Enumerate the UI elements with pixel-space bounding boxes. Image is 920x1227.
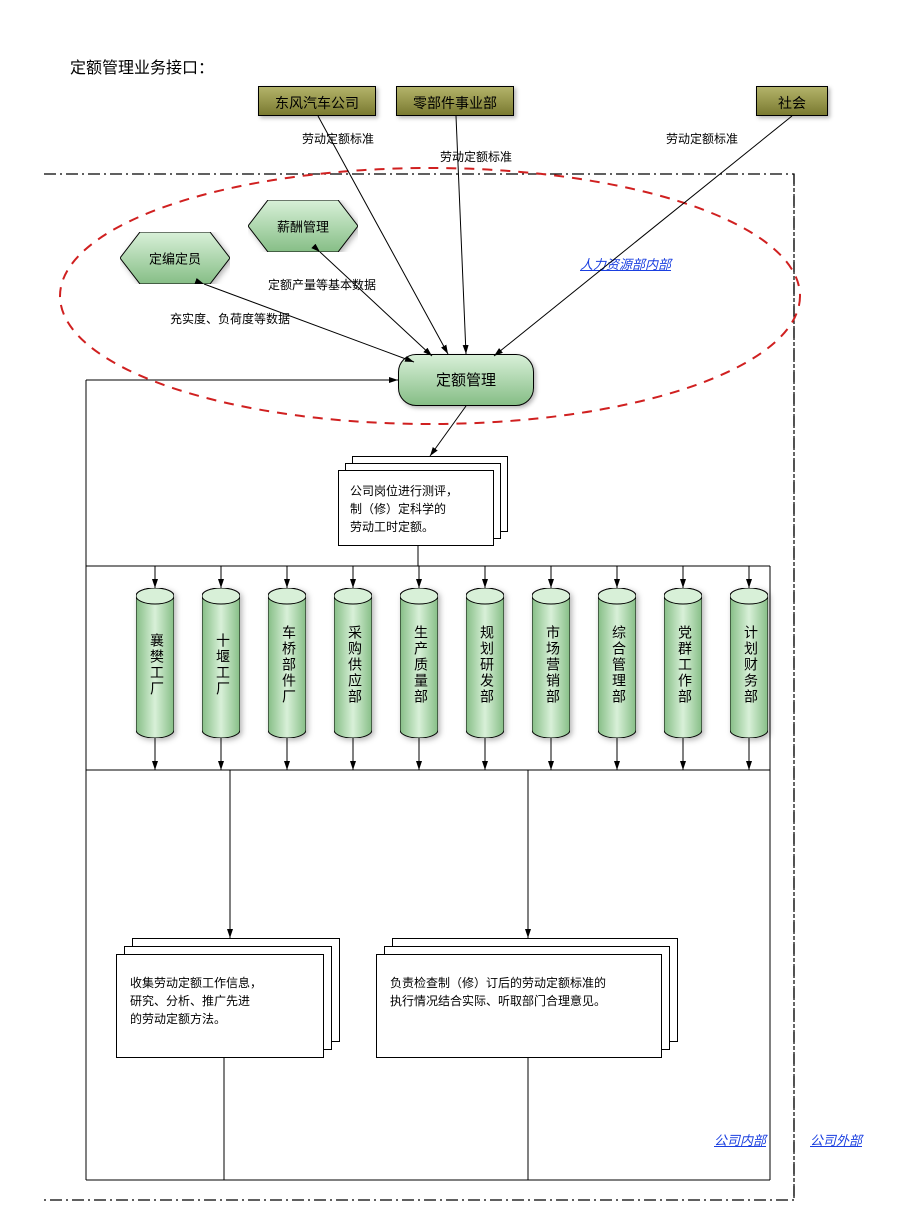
diagram-canvas: 定额管理业务接口： 东风汽车公司 零部件事业部 社会 定编定员 薪酬管理 定额管… xyxy=(0,0,920,1227)
department-label: 党群工作部 xyxy=(664,606,702,724)
doc-line: 研究、分析、推广先进 xyxy=(130,994,250,1008)
top-box-parts: 零部件事业部 xyxy=(396,86,514,116)
edge-label: 劳动定额标准 xyxy=(440,148,512,165)
department-label: 采购供应部 xyxy=(334,606,372,724)
department-label: 襄樊工厂 xyxy=(136,606,174,724)
hexagon-label: 薪酬管理 xyxy=(248,217,358,236)
hr-internal-label: 人力资源部内部 xyxy=(580,254,671,273)
department-label: 十堰工厂 xyxy=(202,606,240,724)
doc-line: 劳动工时定额。 xyxy=(350,520,434,534)
edge-label: 充实度、负荷度等数据 xyxy=(170,310,290,327)
top-box-dongfeng: 东风汽车公司 xyxy=(258,86,376,116)
edge-label: 定额产量等基本数据 xyxy=(268,276,376,293)
hexagon-label: 定编定员 xyxy=(120,249,230,268)
department-label: 车桥部件厂 xyxy=(268,606,306,724)
doc-line: 负责检查制（修）订后的劳动定额标准的 xyxy=(390,976,606,990)
department-label: 生产质量部 xyxy=(400,606,438,724)
department-box: 市场营销部 xyxy=(532,588,570,738)
doc-line: 的劳动定额方法。 xyxy=(130,1012,226,1026)
hexagon-salary: 薪酬管理 xyxy=(248,200,358,252)
department-box: 采购供应部 xyxy=(334,588,372,738)
doc-line: 收集劳动定额工作信息， xyxy=(130,976,262,990)
department-label: 计划财务部 xyxy=(730,606,768,724)
doc-line: 公司岗位进行测评， xyxy=(350,484,458,498)
top-box-society: 社会 xyxy=(756,86,828,116)
doc-center: 公司岗位进行测评， 制（修）定科学的 劳动工时定额。 xyxy=(338,456,508,546)
page-title: 定额管理业务接口： xyxy=(70,54,214,78)
department-box: 综合管理部 xyxy=(598,588,636,738)
edge-label: 劳动定额标准 xyxy=(302,130,374,147)
hexagon-staffing: 定编定员 xyxy=(120,232,230,284)
footer-outside-label: 公司外部 xyxy=(810,1130,862,1149)
footer-inside-label: 公司内部 xyxy=(714,1130,766,1149)
department-label: 市场营销部 xyxy=(532,606,570,724)
doc-right: 负责检查制（修）订后的劳动定额标准的 执行情况结合实际、听取部门合理意见。 xyxy=(376,938,678,1058)
department-box: 规划研发部 xyxy=(466,588,504,738)
top-box-label: 东风汽车公司 xyxy=(275,97,359,112)
center-node-label: 定额管理 xyxy=(436,369,496,390)
doc-line: 执行情况结合实际、听取部门合理意见。 xyxy=(390,994,606,1008)
top-box-label: 零部件事业部 xyxy=(413,97,497,112)
department-box: 襄樊工厂 xyxy=(136,588,174,738)
department-box: 生产质量部 xyxy=(400,588,438,738)
department-box: 车桥部件厂 xyxy=(268,588,306,738)
department-box: 党群工作部 xyxy=(664,588,702,738)
department-row: 襄樊工厂十堰工厂车桥部件厂采购供应部生产质量部规划研发部市场营销部综合管理部党群… xyxy=(136,588,836,748)
doc-line: 制（修）定科学的 xyxy=(350,502,446,516)
department-label: 规划研发部 xyxy=(466,606,504,724)
department-box: 计划财务部 xyxy=(730,588,768,738)
edge-label: 劳动定额标准 xyxy=(666,130,738,147)
top-box-label: 社会 xyxy=(778,97,806,112)
doc-left: 收集劳动定额工作信息， 研究、分析、推广先进 的劳动定额方法。 xyxy=(116,938,340,1058)
department-box: 十堰工厂 xyxy=(202,588,240,738)
center-node: 定额管理 xyxy=(398,354,534,406)
department-label: 综合管理部 xyxy=(598,606,636,724)
